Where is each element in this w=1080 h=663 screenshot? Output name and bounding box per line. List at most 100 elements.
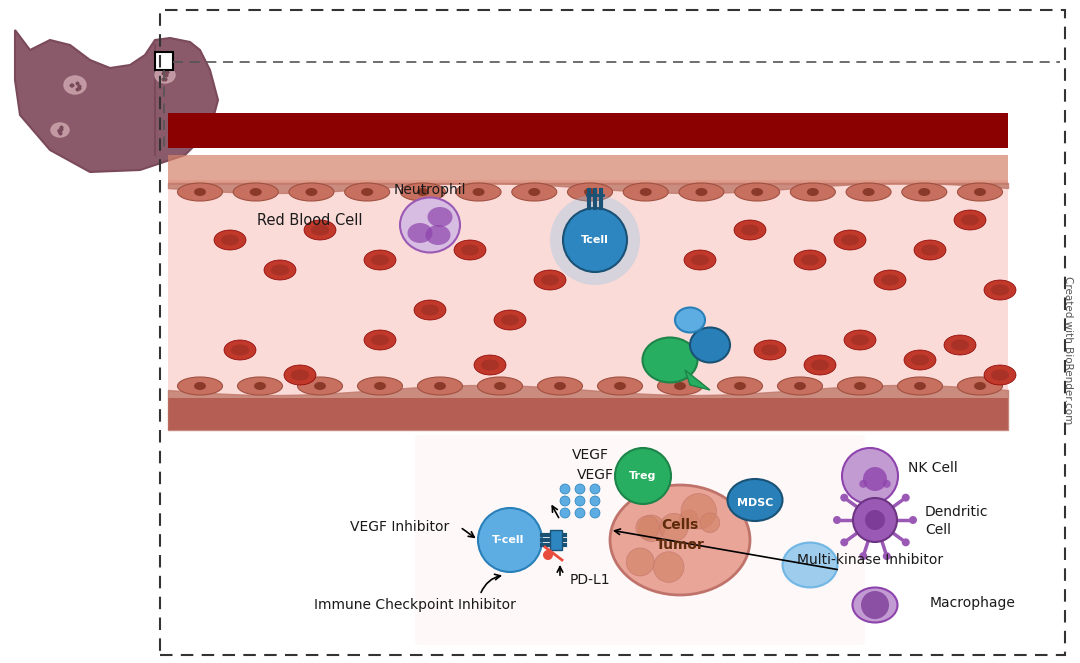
Ellipse shape (374, 382, 386, 390)
Ellipse shape (951, 339, 969, 351)
Circle shape (636, 516, 659, 539)
Ellipse shape (567, 183, 612, 201)
Ellipse shape (284, 365, 316, 385)
Circle shape (561, 508, 570, 518)
Text: Macrophage: Macrophage (930, 596, 1016, 610)
Ellipse shape (426, 225, 450, 245)
Ellipse shape (684, 250, 716, 270)
Ellipse shape (214, 230, 246, 250)
Ellipse shape (541, 274, 559, 286)
Ellipse shape (494, 310, 526, 330)
Ellipse shape (233, 183, 279, 201)
Text: VEGF: VEGF (571, 448, 608, 462)
Circle shape (860, 552, 867, 560)
Text: Dendritic: Dendritic (924, 505, 988, 519)
Ellipse shape (804, 355, 836, 375)
Ellipse shape (643, 337, 698, 383)
Ellipse shape (974, 188, 986, 196)
Ellipse shape (177, 183, 222, 201)
Ellipse shape (494, 382, 507, 390)
Text: VEGF Inhibitor: VEGF Inhibitor (350, 520, 449, 534)
Ellipse shape (874, 270, 906, 290)
Ellipse shape (961, 215, 978, 225)
Circle shape (681, 493, 716, 529)
Ellipse shape (456, 183, 501, 201)
FancyBboxPatch shape (550, 530, 562, 550)
Ellipse shape (914, 382, 926, 390)
Ellipse shape (303, 220, 336, 240)
Ellipse shape (914, 240, 946, 260)
Ellipse shape (254, 382, 266, 390)
Text: Tcell: Tcell (581, 235, 609, 245)
Text: Neutrophil: Neutrophil (394, 183, 467, 197)
Ellipse shape (794, 382, 806, 390)
Ellipse shape (597, 377, 643, 395)
Circle shape (833, 516, 841, 524)
Ellipse shape (690, 328, 730, 363)
Circle shape (700, 513, 719, 532)
Circle shape (638, 515, 665, 542)
Ellipse shape (791, 183, 835, 201)
FancyBboxPatch shape (415, 435, 865, 645)
Ellipse shape (314, 382, 326, 390)
Ellipse shape (417, 188, 429, 196)
Ellipse shape (761, 345, 779, 355)
Ellipse shape (843, 330, 876, 350)
Ellipse shape (345, 183, 390, 201)
Circle shape (561, 496, 570, 506)
Ellipse shape (863, 188, 875, 196)
Ellipse shape (991, 284, 1009, 296)
Text: Created with BioRender.com: Created with BioRender.com (1063, 276, 1074, 424)
Text: PD-L1: PD-L1 (569, 573, 610, 587)
Circle shape (679, 510, 699, 529)
Circle shape (909, 516, 917, 524)
Circle shape (550, 195, 640, 285)
Circle shape (590, 496, 600, 506)
Ellipse shape (734, 183, 780, 201)
Ellipse shape (734, 382, 746, 390)
Circle shape (575, 508, 585, 518)
FancyBboxPatch shape (168, 395, 1008, 430)
Ellipse shape (414, 300, 446, 320)
Ellipse shape (51, 123, 69, 137)
Ellipse shape (881, 274, 899, 286)
Ellipse shape (407, 223, 432, 243)
Ellipse shape (615, 382, 626, 390)
Ellipse shape (194, 188, 206, 196)
Ellipse shape (658, 377, 702, 395)
Ellipse shape (851, 335, 869, 345)
Ellipse shape (852, 587, 897, 623)
Text: Red Blood Cell: Red Blood Cell (257, 213, 363, 227)
Circle shape (860, 480, 867, 488)
Ellipse shape (473, 188, 485, 196)
Text: T-cell: T-cell (491, 535, 524, 545)
Ellipse shape (400, 198, 460, 253)
Ellipse shape (271, 265, 289, 276)
Ellipse shape (534, 270, 566, 290)
Circle shape (615, 448, 671, 504)
Ellipse shape (594, 230, 626, 250)
Ellipse shape (954, 210, 986, 230)
Circle shape (653, 552, 684, 582)
Circle shape (563, 208, 627, 272)
Circle shape (660, 513, 688, 542)
Ellipse shape (311, 225, 329, 235)
Ellipse shape (361, 188, 374, 196)
Ellipse shape (801, 255, 819, 265)
Ellipse shape (674, 382, 686, 390)
FancyBboxPatch shape (168, 113, 1008, 148)
Ellipse shape (421, 304, 438, 316)
Circle shape (626, 548, 654, 576)
Ellipse shape (264, 260, 296, 280)
Circle shape (543, 550, 553, 560)
Ellipse shape (897, 377, 943, 395)
Ellipse shape (221, 235, 239, 245)
Ellipse shape (807, 188, 819, 196)
Ellipse shape (691, 255, 708, 265)
Circle shape (840, 538, 848, 546)
Ellipse shape (364, 330, 396, 350)
Text: Immune Checkpoint Inhibitor: Immune Checkpoint Inhibitor (314, 598, 516, 612)
Text: Treg: Treg (630, 471, 657, 481)
Text: Cell: Cell (924, 523, 951, 537)
Ellipse shape (418, 377, 462, 395)
